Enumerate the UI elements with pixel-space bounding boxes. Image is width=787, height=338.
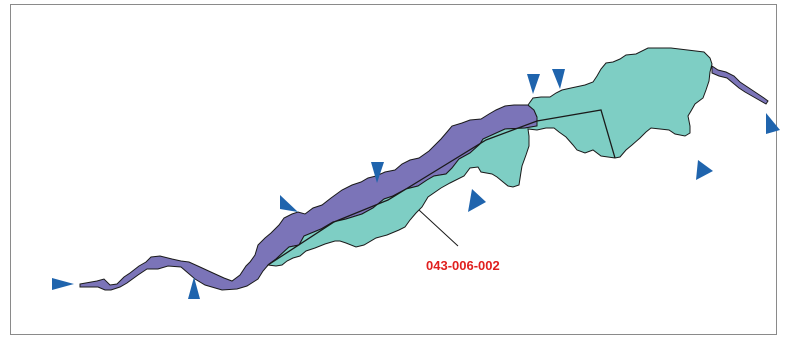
teal-parcel[interactable] <box>266 47 713 267</box>
triangle-flag-icon[interactable] <box>52 278 74 290</box>
triangle-flag-icon[interactable] <box>766 113 780 134</box>
triangle-flag-icon[interactable] <box>468 189 486 212</box>
triangle-flag-icon[interactable] <box>552 69 565 89</box>
label-leader-line <box>418 209 459 247</box>
marker-group <box>52 69 780 299</box>
purple-parcel[interactable] <box>79 104 538 291</box>
purple-parcel-tail <box>711 65 769 105</box>
triangle-flag-icon[interactable] <box>371 162 384 183</box>
triangle-flag-icon[interactable] <box>188 277 200 299</box>
parcel-label: 043-006-002 <box>426 258 500 273</box>
parcel-boundary-line <box>267 109 616 266</box>
triangle-flag-icon[interactable] <box>527 74 540 94</box>
triangle-flag-icon[interactable] <box>280 195 298 212</box>
triangle-flag-icon[interactable] <box>696 160 713 180</box>
